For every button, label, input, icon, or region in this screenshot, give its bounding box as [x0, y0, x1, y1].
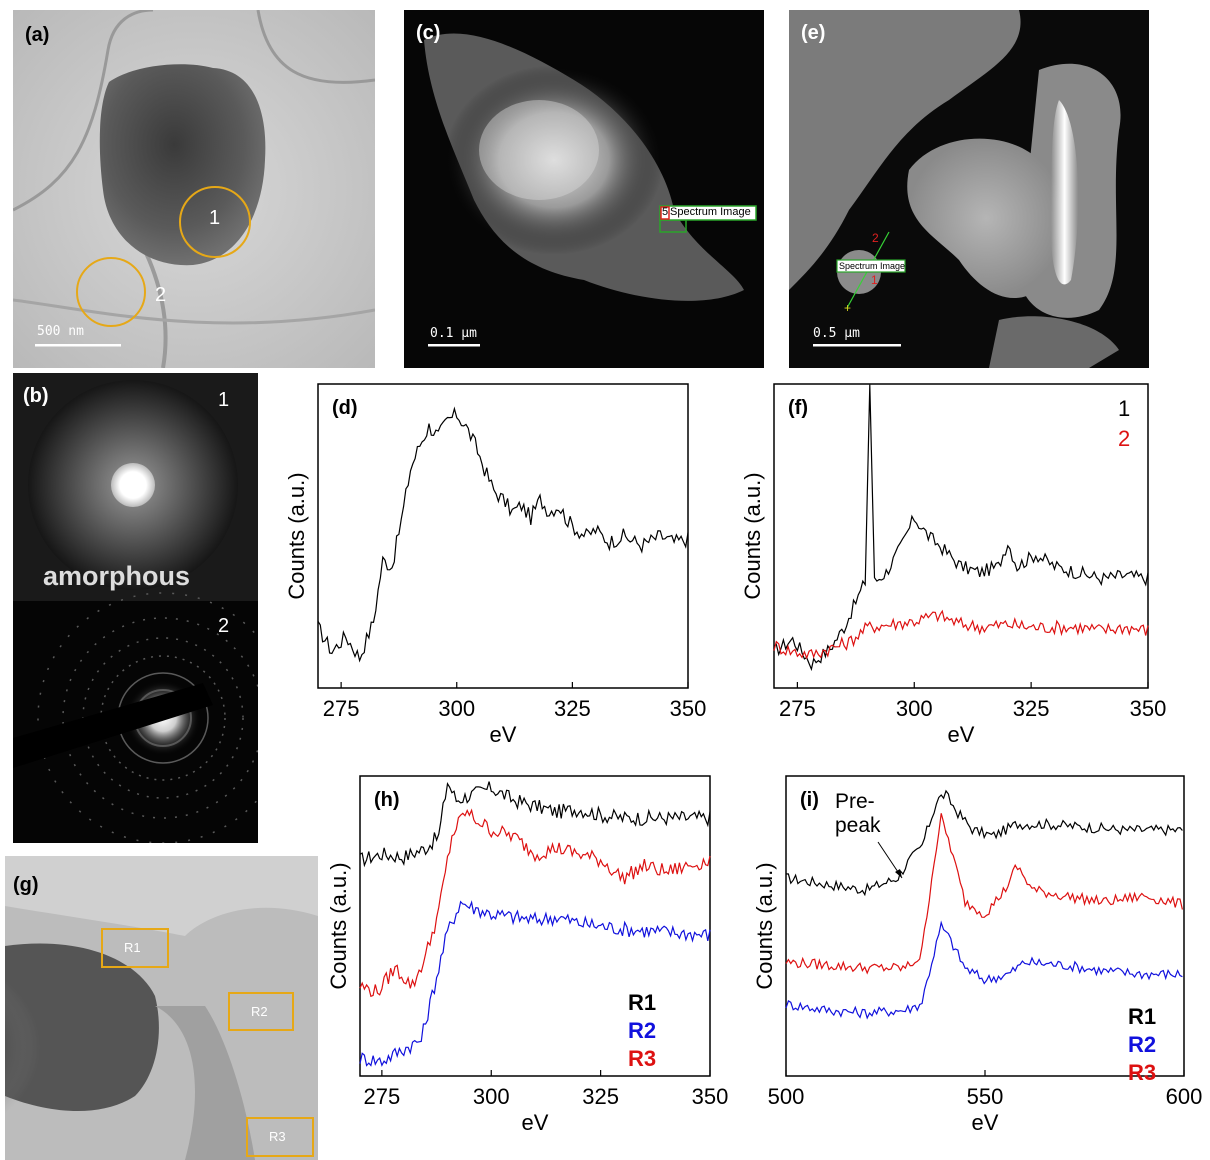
- plot-frame: [359, 775, 711, 1077]
- series-line-R3: [359, 808, 711, 998]
- y-axis-label: Counts (a.u.): [326, 862, 351, 989]
- x-tick-label: 500: [768, 1084, 805, 1109]
- panel-e-si-label: Spectrum Image: [839, 261, 906, 271]
- panel-c-scale-bar-label: 0.1 µm: [430, 326, 477, 341]
- region-label-r2: R2: [251, 1004, 268, 1019]
- panel-c-si-label: Spectrum Image: [670, 206, 751, 218]
- prepeak-arrowhead: [895, 869, 902, 878]
- series-line-R3: [785, 813, 1183, 975]
- x-axis-label: eV: [972, 1110, 999, 1135]
- panel-e-stem-image: + (e) Spectrum Image 2 1 0.5 µm: [789, 10, 1149, 368]
- x-tick-label: 275: [364, 1084, 401, 1109]
- marker-label-1: 1: [209, 207, 221, 229]
- y-axis-label: Counts (a.u.): [284, 472, 309, 599]
- series-line-R1: [359, 781, 711, 868]
- chart-h: 275 300 325 350 eV Counts (a.u.) (h) R1 R2 R3: [326, 775, 728, 1135]
- panel-b-caption: amorphous: [43, 561, 191, 591]
- x-tick-label: 300: [896, 696, 933, 721]
- legend-entry-R3: R3: [1128, 1060, 1156, 1085]
- panel-a-scale-bar-label: 500 nm: [37, 324, 84, 339]
- x-tick-label: 350: [1130, 696, 1167, 721]
- panel-c-si-index: 5: [662, 206, 669, 218]
- region-label-r3: R3: [269, 1129, 286, 1144]
- legend-entry-R1: R1: [1128, 1004, 1156, 1029]
- series-line-1: [773, 384, 1149, 672]
- series-line-1: [317, 406, 689, 663]
- panel-c-stem-image: (c) 5 Spectrum Image 0.1 µm: [404, 10, 764, 368]
- panel-e-line-end-2: 2: [872, 231, 879, 245]
- region-box-r1: [101, 928, 169, 968]
- panel-i-label: (i): [800, 789, 819, 811]
- y-axis-label: Counts (a.u.): [752, 862, 777, 989]
- series-line-2: [773, 609, 1149, 660]
- x-axis-label: eV: [490, 722, 517, 747]
- legend-entry-R1: R1: [628, 990, 656, 1015]
- region-box-r3: [246, 1117, 314, 1157]
- svg-text:+: +: [844, 301, 851, 315]
- panel-a-svg: [13, 10, 375, 368]
- panel-e-svg: +: [789, 10, 1149, 368]
- series-line-R2: [785, 920, 1183, 1020]
- x-axis-label: eV: [948, 722, 975, 747]
- x-tick-label: 275: [323, 696, 360, 721]
- x-tick-label: 275: [779, 696, 816, 721]
- panel-b-diffraction: (b) 1 amorphous 2: [13, 373, 258, 843]
- panel-b-bottom-index: 2: [218, 615, 230, 637]
- panel-e-label: (e): [801, 22, 826, 44]
- plot-frame: [317, 383, 689, 689]
- prepeak-annotation-line: peak: [835, 814, 881, 837]
- chart-f: 275 300 325 350 eV Counts (a.u.) (f) 1 2: [740, 383, 1167, 747]
- chart-d: 275 300 325 350 eV Counts (a.u.) (d): [284, 383, 707, 747]
- panel-e-scale-bar-label: 0.5 µm: [813, 326, 860, 341]
- panel-g-label: (g): [13, 874, 39, 896]
- x-tick-label: 350: [692, 1084, 728, 1109]
- x-tick-label: 325: [582, 1084, 619, 1109]
- legend-entry-R2: R2: [628, 1018, 656, 1043]
- panel-c-svg: [404, 10, 764, 368]
- region-label-r1: R1: [124, 940, 141, 955]
- panel-a-tem-image: (a) 1 2 500 nm: [13, 10, 375, 368]
- plot-frame: [773, 383, 1149, 689]
- legend-entry-R3: R3: [628, 1046, 656, 1071]
- x-tick-label: 550: [967, 1084, 1004, 1109]
- panel-b-top-index: 1: [218, 389, 230, 411]
- prepeak-annotation-line: Pre-: [835, 790, 875, 813]
- x-tick-label: 350: [670, 696, 707, 721]
- chart-i: 500 550 600 eV Counts (a.u.) (i) R1 R2 R3 Pre-pea…: [752, 775, 1203, 1135]
- panel-a-label: (a): [25, 24, 50, 46]
- panel-d-label: (d): [332, 397, 358, 419]
- panel-b-svg: [13, 373, 258, 843]
- marker-circle-1: [179, 186, 251, 258]
- panel-g-svg: [5, 856, 318, 1160]
- series-line-R2: [359, 900, 711, 1067]
- legend-entry-R2: R2: [1128, 1032, 1156, 1057]
- panel-h-label: (h): [374, 789, 400, 811]
- panel-g-image: (g) R1 R2 R3: [5, 856, 318, 1160]
- x-axis-label: eV: [522, 1110, 549, 1135]
- panel-f-label: (f): [788, 397, 808, 419]
- x-tick-label: 325: [1013, 696, 1050, 721]
- marker-label-2: 2: [155, 284, 167, 306]
- x-tick-label: 600: [1166, 1084, 1203, 1109]
- x-tick-label: 325: [554, 696, 591, 721]
- panel-b-label: (b): [23, 385, 49, 407]
- marker-circle-2: [76, 257, 146, 327]
- y-axis-label: Counts (a.u.): [740, 472, 765, 599]
- region-box-r2: [228, 992, 294, 1031]
- x-tick-label: 300: [473, 1084, 510, 1109]
- legend-entry-2: 2: [1118, 426, 1130, 451]
- x-tick-label: 300: [438, 696, 475, 721]
- panel-e-line-end-1: 1: [871, 273, 878, 287]
- legend-entry-1: 1: [1118, 396, 1130, 421]
- panel-c-label: (c): [416, 22, 441, 44]
- series-line-R1: [785, 789, 1183, 897]
